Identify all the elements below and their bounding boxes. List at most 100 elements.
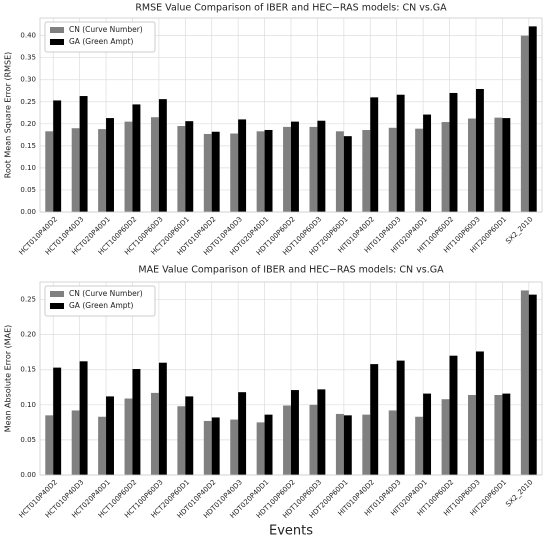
bar — [45, 415, 54, 475]
bar — [520, 35, 529, 212]
bar — [423, 114, 432, 212]
bar — [494, 117, 503, 212]
bar — [71, 410, 80, 475]
legend-label: GA (Green Ampt) — [69, 37, 133, 46]
bar — [370, 97, 379, 212]
bar — [230, 133, 239, 212]
bar — [317, 389, 326, 475]
bar — [317, 120, 326, 212]
bar — [475, 351, 484, 475]
bar — [520, 290, 529, 475]
y-tick-label: 0.25 — [20, 98, 36, 106]
bar — [388, 127, 397, 212]
x-tick-label: SX2_2010 — [504, 478, 534, 508]
plot-frame — [39, 17, 543, 213]
bar — [335, 413, 344, 475]
legend-label: GA (Green Ampt) — [69, 301, 133, 310]
bar — [150, 392, 159, 475]
bar — [264, 414, 273, 475]
plot-frame — [39, 281, 543, 476]
bar — [211, 131, 220, 212]
bar — [449, 92, 458, 212]
bar — [441, 122, 450, 212]
y-tick-label: 0.05 — [20, 436, 36, 444]
bar — [177, 406, 186, 475]
bar — [362, 129, 371, 212]
bar — [158, 362, 167, 475]
chart-title: RMSE Value Comparison of IBER and HEC−RA… — [135, 3, 447, 14]
bar — [441, 399, 450, 475]
bar — [158, 99, 167, 212]
bar — [106, 396, 114, 475]
y-tick-label: 0.40 — [20, 32, 36, 40]
y-tick-label: 0.15 — [20, 366, 36, 374]
bar — [423, 393, 432, 475]
x-tick-label: SX2_2010 — [504, 215, 534, 245]
legend-swatch — [50, 291, 64, 297]
legend-swatch — [50, 303, 64, 309]
y-tick-label: 0.30 — [20, 76, 36, 84]
bar — [502, 118, 511, 212]
y-tick-label: 0.10 — [20, 164, 36, 172]
bar — [71, 128, 80, 212]
bar — [283, 405, 291, 475]
bar — [415, 128, 424, 212]
bar — [335, 131, 344, 212]
bar — [150, 117, 159, 212]
bar — [79, 361, 88, 475]
legend-label: CN (Curve Number) — [69, 289, 143, 298]
bar — [370, 364, 379, 475]
bar — [238, 392, 247, 475]
bar — [291, 121, 299, 212]
y-axis-label: Mean Absolute Error (MAE) — [4, 325, 13, 433]
bar — [291, 390, 299, 475]
bar — [124, 398, 133, 475]
bar — [256, 422, 265, 475]
bar — [528, 26, 537, 212]
bar — [396, 360, 405, 475]
bar — [124, 121, 133, 212]
y-tick-label: 0.05 — [20, 186, 36, 194]
bar — [309, 126, 318, 212]
y-tick-label: 0.20 — [20, 120, 36, 128]
y-tick-label: 0.10 — [20, 401, 36, 409]
bar — [177, 126, 186, 212]
legend-box — [44, 21, 156, 53]
bar — [79, 96, 88, 212]
x-axis-label: Events — [269, 524, 313, 539]
y-tick-label: 0.25 — [20, 296, 36, 304]
y-axis-label: Root Mean Square Error (RMSE) — [4, 52, 13, 179]
bar — [211, 417, 220, 475]
bar — [396, 94, 405, 212]
chart-title: MAE Value Comparison of IBER and HEC−RAS… — [138, 265, 444, 276]
bar — [415, 416, 424, 475]
bar — [388, 410, 397, 475]
bar — [283, 126, 291, 212]
bar — [53, 367, 62, 475]
y-tick-label: 0.15 — [20, 142, 36, 150]
bar — [185, 121, 194, 212]
bar — [343, 415, 352, 475]
bar — [238, 119, 247, 212]
bar — [132, 369, 141, 475]
y-tick-label: 0.35 — [20, 54, 36, 62]
bar — [264, 129, 273, 212]
bar — [468, 394, 476, 475]
bar — [185, 396, 194, 475]
bar — [343, 136, 352, 212]
bar — [132, 104, 141, 212]
bar — [203, 420, 212, 475]
bar — [502, 393, 511, 475]
bar — [106, 118, 114, 212]
y-tick-label: 0.20 — [20, 331, 36, 339]
bar — [53, 100, 62, 212]
bar — [45, 131, 54, 212]
bar — [528, 294, 537, 475]
y-tick-label: 0.00 — [20, 208, 36, 216]
legend-box — [44, 285, 156, 317]
bar — [475, 88, 484, 212]
legend-swatch — [50, 27, 64, 33]
bar — [309, 404, 318, 475]
bar — [468, 118, 476, 212]
